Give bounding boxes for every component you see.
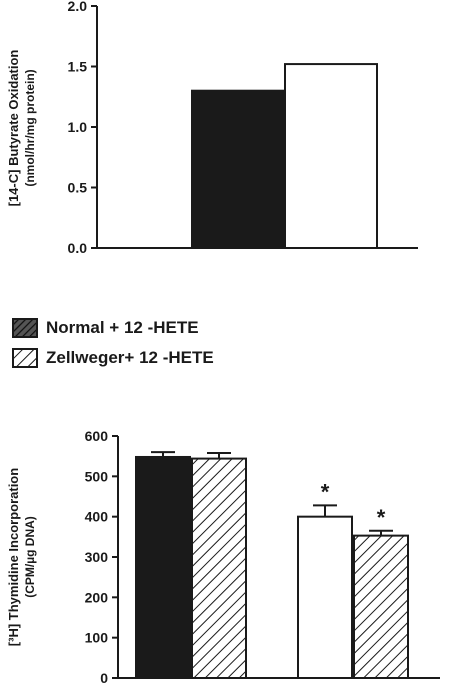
top-bars (191, 63, 378, 249)
legend-label-normal: Normal + 12 -HETE (46, 318, 199, 337)
bottom-y-ticks: 0 100 200 300 400 500 600 (85, 428, 118, 686)
bottom-bar (191, 457, 247, 679)
bottom-y-axis-units: (CPM/µg DNA) (23, 516, 37, 598)
legend-item-normal: Normal + 12 -HETE (12, 313, 312, 343)
bottom-y-tick-label: 0 (100, 670, 108, 686)
top-y-axis-units: (nmol/hr/mg protein) (23, 69, 37, 186)
top-y-axis-label: [14-C] Butyrate Oxidation (6, 50, 21, 207)
bottom-bar (297, 515, 353, 680)
bottom-y-tick-label: 600 (85, 428, 109, 444)
top-y-tick-label: 2.0 (68, 0, 88, 14)
top-chart: 0.0 0.5 1.0 1.5 2.0 [14-C] Butyrate Oxidatio… (6, 0, 418, 256)
legend-swatch-normal (12, 318, 38, 338)
bottom-y-tick-label: 200 (85, 589, 109, 605)
significance-marker: * (377, 505, 386, 530)
bottom-chart: 0 100 200 300 400 500 600 [³H] Thymidine Incor… (6, 428, 440, 686)
top-bar (284, 63, 378, 249)
bottom-y-tick-label: 400 (85, 509, 109, 525)
top-bar (191, 89, 285, 249)
top-y-tick-label: 1.5 (68, 59, 88, 75)
legend-swatch-zellweger (12, 348, 38, 368)
legend-label-zellweger: Zellweger+ 12 -HETE (46, 348, 214, 367)
bottom-y-axis-label: [³H] Thymidine Incorporation (6, 468, 21, 646)
top-y-tick-label: 1.0 (68, 119, 88, 135)
bottom-bar (135, 455, 191, 679)
bottom-y-tick-label: 300 (85, 549, 109, 565)
bottom-y-tick-label: 100 (85, 630, 109, 646)
top-y-tick-label: 0.5 (68, 180, 88, 196)
bottom-bars: ** (135, 451, 409, 680)
legend: Normal + 12 -HETE Zellweger+ 12 -HETE (12, 313, 312, 373)
legend-item-zellweger: Zellweger+ 12 -HETE (12, 343, 312, 373)
top-y-tick-label: 0.0 (68, 240, 88, 256)
bottom-y-tick-label: 500 (85, 468, 109, 484)
bottom-bar (353, 534, 409, 680)
top-y-ticks: 0.0 0.5 1.0 1.5 2.0 (68, 0, 97, 256)
significance-marker: * (321, 479, 330, 504)
